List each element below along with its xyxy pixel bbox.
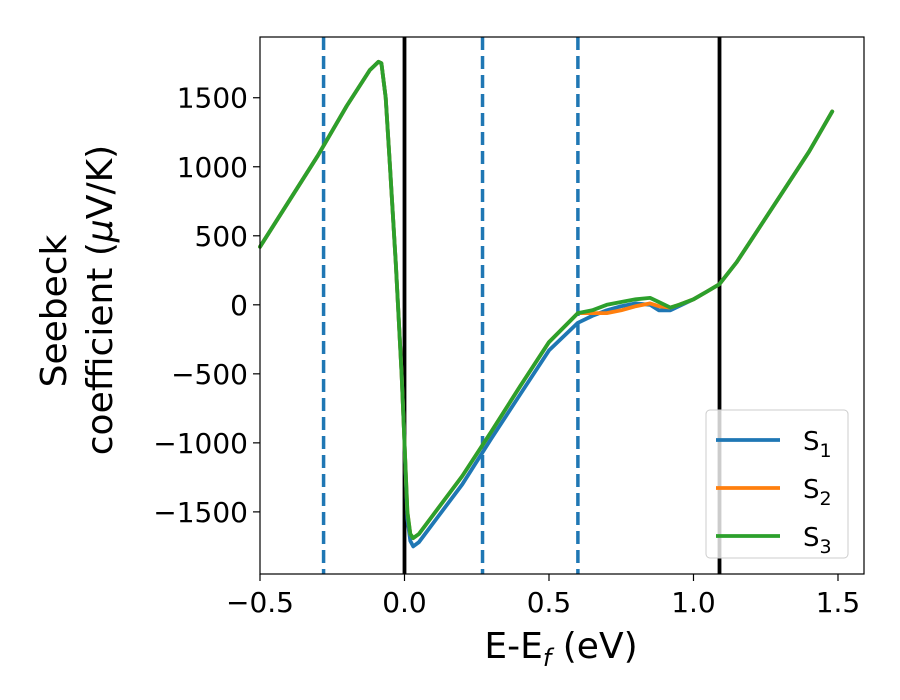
legend-box: [705, 409, 849, 559]
y-tick-label: −500: [171, 358, 248, 391]
x-tick-label: 0.5: [527, 586, 572, 619]
y-tick-label: 0: [230, 289, 248, 322]
series-lines: [258, 59, 835, 549]
y-axis-title-line2: coefficient (μV/K): [80, 145, 121, 455]
y-tick-label: 1500: [177, 82, 248, 115]
plot-area: [258, 37, 835, 574]
x-tick-label: 1.0: [671, 586, 716, 619]
y-tick-label: −1000: [153, 427, 248, 460]
legend-label-s3: S3: [803, 523, 832, 558]
x-tick-label: 1.5: [816, 586, 861, 619]
y-tick-label: −1500: [153, 496, 248, 529]
y-axis-ticks: −1500 −1000 −500 0 500 1000 1500: [153, 82, 260, 529]
y-axis-title-line1: Seebeck: [34, 234, 75, 387]
x-axis-title: E-Ef (eV): [484, 626, 637, 672]
x-axis-ticks: −0.5 0.0 0.5 1.0 1.5: [226, 574, 860, 619]
legend-label-s2: S2: [803, 475, 832, 510]
legend-label-s1: S1: [803, 427, 832, 462]
series-line-s3: [258, 59, 835, 540]
x-tick-label: −0.5: [226, 586, 294, 619]
axes-frame: [259, 36, 865, 575]
legend: S1 S2 S3: [705, 409, 849, 559]
y-tick-label: 1000: [177, 151, 248, 184]
x-tick-label: 0.0: [382, 586, 427, 619]
y-tick-label: 500: [195, 220, 248, 253]
